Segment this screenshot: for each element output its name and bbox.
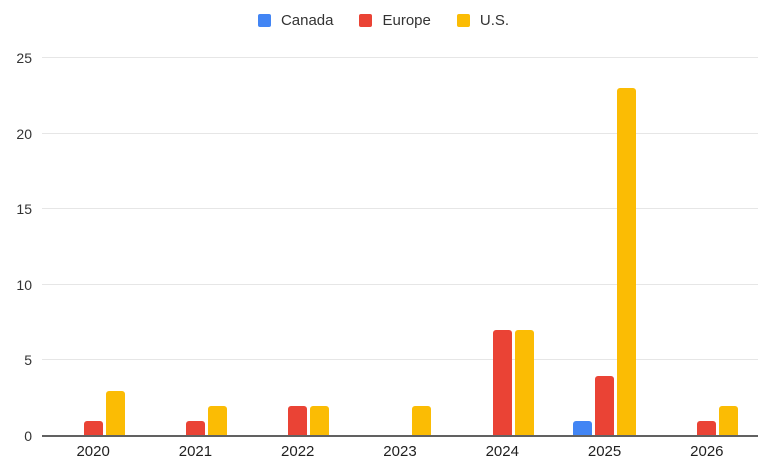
x-tick-label: 2025 <box>587 443 622 460</box>
legend-label: Canada <box>280 11 334 29</box>
bar-group-2025 <box>553 58 655 436</box>
gridline <box>42 359 758 361</box>
bar-us-2023 <box>412 405 432 436</box>
bar-europe-2025 <box>595 375 615 436</box>
bar-group-2023 <box>349 58 451 436</box>
bar-us-2021 <box>207 405 227 436</box>
bar-canada-2025 <box>573 420 593 436</box>
x-axis: 2020 2021 2022 2023 2024 2025 2026 <box>42 442 758 462</box>
legend-item-canada: Canada <box>257 11 334 29</box>
plot-area <box>42 57 758 437</box>
bar-europe-2026 <box>697 420 717 436</box>
bar-groups <box>42 58 758 436</box>
legend-item-europe: Europe <box>359 11 431 29</box>
bar-group-2020 <box>42 58 144 436</box>
bar-us-2025 <box>617 88 637 436</box>
bar-us-2020 <box>105 390 125 436</box>
legend-label: U.S. <box>479 11 510 29</box>
bar-us-2026 <box>719 405 739 436</box>
x-tick-label: 2023 <box>383 443 417 460</box>
x-tick-label: 2026 <box>690 443 724 460</box>
bar-europe-2022 <box>288 405 308 436</box>
chart-legend: Canada Europe U.S. <box>0 8 767 32</box>
gridline <box>42 132 758 134</box>
y-tick-label: 20 <box>16 125 32 142</box>
y-tick-label: 25 <box>16 50 32 66</box>
y-axis: 0 5 10 15 20 25 <box>0 51 32 443</box>
legend-swatch-icon <box>257 13 271 27</box>
x-tick-label: 2020 <box>76 443 110 460</box>
bar-europe-2020 <box>83 420 103 436</box>
legend-item-us: U.S. <box>456 11 510 29</box>
bar-us-2022 <box>310 405 330 436</box>
bar-europe-2021 <box>185 420 205 436</box>
gridline <box>42 283 758 285</box>
y-tick-label: 0 <box>24 428 32 444</box>
legend-swatch-icon <box>456 13 470 27</box>
x-tick-label: 2022 <box>281 443 315 460</box>
y-tick-label: 15 <box>16 201 32 218</box>
x-tick-label: 2024 <box>485 443 519 460</box>
gridline <box>42 208 758 210</box>
bar-group-2022 <box>247 58 349 436</box>
bar-europe-2024 <box>492 330 512 436</box>
x-axis-line <box>42 435 758 437</box>
y-tick-label: 5 <box>24 352 32 369</box>
bar-us-2024 <box>514 330 534 436</box>
legend-label: Europe <box>382 11 431 29</box>
legend-swatch-icon <box>359 13 373 27</box>
bar-group-2024 <box>451 58 553 436</box>
y-tick-label: 10 <box>16 276 32 293</box>
bar-group-2026 <box>656 58 758 436</box>
gridline <box>42 57 758 58</box>
x-tick-label: 2021 <box>178 443 213 460</box>
bar-group-2021 <box>144 58 246 436</box>
